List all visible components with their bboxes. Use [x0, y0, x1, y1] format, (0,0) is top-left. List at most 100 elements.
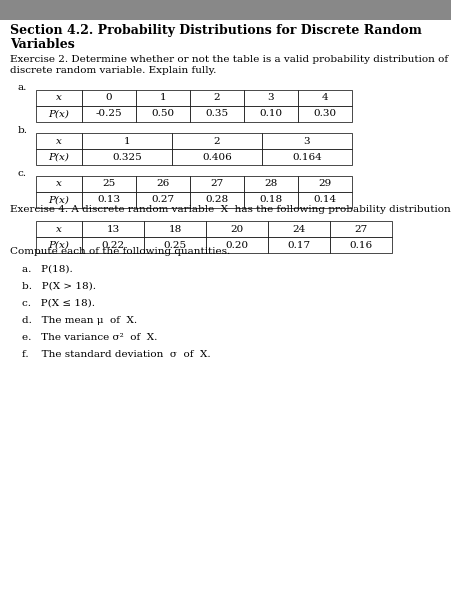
Text: -0.25: -0.25 [96, 110, 122, 118]
Bar [189, 176, 244, 192]
Text: 0.27: 0.27 [151, 196, 174, 205]
Bar [82, 221, 144, 237]
Text: 0.10: 0.10 [259, 110, 282, 118]
Bar [189, 90, 244, 106]
Bar [136, 90, 189, 106]
Text: 0.30: 0.30 [313, 110, 336, 118]
Bar [297, 106, 351, 122]
Bar [244, 106, 297, 122]
Text: 0.25: 0.25 [163, 240, 186, 249]
Bar [82, 133, 172, 149]
Text: d.   The mean μ  of  X.: d. The mean μ of X. [22, 316, 137, 325]
Bar [244, 90, 297, 106]
Text: c.: c. [18, 169, 27, 178]
Bar [82, 149, 172, 165]
Text: 3: 3 [303, 137, 310, 145]
Bar [262, 133, 351, 149]
Text: 28: 28 [264, 180, 277, 189]
Bar [267, 221, 329, 237]
Bar [144, 221, 206, 237]
Bar [0, 0, 451, 20]
Text: 20: 20 [230, 224, 243, 234]
Text: P(x): P(x) [48, 110, 69, 118]
Text: b.   P(X > 18).: b. P(X > 18). [22, 282, 96, 291]
Text: 0.28: 0.28 [205, 196, 228, 205]
Text: 0.164: 0.164 [291, 153, 321, 161]
Bar [206, 221, 267, 237]
Text: P(x): P(x) [48, 196, 69, 205]
Bar [36, 221, 82, 237]
Bar [297, 192, 351, 208]
Text: Section 4.2. Probability Distributions for Discrete Random: Section 4.2. Probability Distributions f… [10, 24, 421, 37]
Bar [82, 106, 136, 122]
Bar [136, 106, 189, 122]
Text: 0.35: 0.35 [205, 110, 228, 118]
Text: 0.13: 0.13 [97, 196, 120, 205]
Text: 0.325: 0.325 [112, 153, 142, 161]
Text: 0.22: 0.22 [101, 240, 124, 249]
Text: discrete random variable. Explain fully.: discrete random variable. Explain fully. [10, 66, 216, 75]
Bar [189, 192, 244, 208]
Text: a.: a. [18, 83, 28, 92]
Bar [82, 90, 136, 106]
Bar [36, 106, 82, 122]
Text: P(x): P(x) [48, 153, 69, 161]
Text: P(x): P(x) [48, 240, 69, 249]
Bar [36, 176, 82, 192]
Text: 1: 1 [124, 137, 130, 145]
Bar [172, 149, 262, 165]
Text: Exercise 4. A discrete random variable  X  has the following probability distrib: Exercise 4. A discrete random variable X… [10, 205, 451, 214]
Text: 0.16: 0.16 [349, 240, 372, 249]
Bar [206, 237, 267, 253]
Text: 27: 27 [210, 180, 223, 189]
Text: 27: 27 [354, 224, 367, 234]
Bar [329, 237, 391, 253]
Text: 0.18: 0.18 [259, 196, 282, 205]
Text: Exercise 2. Determine whether or not the table is a valid probability distributi: Exercise 2. Determine whether or not the… [10, 55, 451, 64]
Bar [36, 90, 82, 106]
Bar [82, 237, 144, 253]
Text: 0: 0 [106, 94, 112, 102]
Text: a.   P(18).: a. P(18). [22, 265, 73, 274]
Bar [36, 133, 82, 149]
Bar [36, 149, 82, 165]
Text: 29: 29 [318, 180, 331, 189]
Text: x: x [56, 94, 62, 102]
Bar [244, 176, 297, 192]
Text: 2: 2 [213, 137, 220, 145]
Bar [267, 237, 329, 253]
Text: 1: 1 [159, 94, 166, 102]
Text: 0.50: 0.50 [151, 110, 174, 118]
Text: 13: 13 [106, 224, 120, 234]
Text: 0.17: 0.17 [287, 240, 310, 249]
Bar [36, 192, 82, 208]
Text: x: x [56, 137, 62, 145]
Bar [297, 90, 351, 106]
Bar [329, 221, 391, 237]
Bar [172, 133, 262, 149]
Text: f.    The standard deviation  σ  of  X.: f. The standard deviation σ of X. [22, 350, 210, 359]
Bar [297, 176, 351, 192]
Text: Variables: Variables [10, 38, 74, 51]
Text: 0.406: 0.406 [202, 153, 231, 161]
Bar [262, 149, 351, 165]
Text: b.: b. [18, 126, 28, 135]
Bar [244, 192, 297, 208]
Text: 0.14: 0.14 [313, 196, 336, 205]
Text: Compute each of the following quantities.: Compute each of the following quantities… [10, 247, 230, 256]
Bar [136, 192, 189, 208]
Text: 2: 2 [213, 94, 220, 102]
Text: c.   P(X ≤ 18).: c. P(X ≤ 18). [22, 299, 95, 308]
Text: 4: 4 [321, 94, 327, 102]
Bar [82, 192, 136, 208]
Text: 26: 26 [156, 180, 169, 189]
Text: 25: 25 [102, 180, 115, 189]
Text: 24: 24 [292, 224, 305, 234]
Text: e.   The variance σ²  of  X.: e. The variance σ² of X. [22, 333, 157, 342]
Bar [144, 237, 206, 253]
Text: 0.20: 0.20 [225, 240, 248, 249]
Text: x: x [56, 224, 62, 234]
Bar [189, 106, 244, 122]
Bar [36, 237, 82, 253]
Text: x: x [56, 180, 62, 189]
